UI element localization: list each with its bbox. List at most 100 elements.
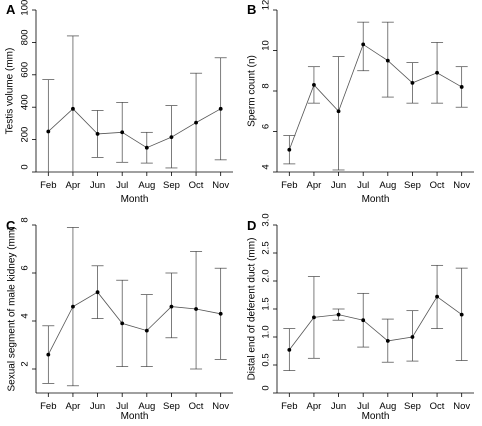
x-tick-label: Jul (357, 401, 369, 412)
data-point (46, 352, 51, 357)
data-point (410, 335, 415, 339)
x-tick-label: Sep (163, 401, 180, 412)
y-tick-label: 0.5 (261, 353, 272, 366)
x-tick-label: Feb (281, 180, 297, 191)
data-point (95, 132, 100, 136)
y-axis-title: Sexual segment of male kidney (mm) (7, 226, 18, 391)
y-tick-label: 12 (261, 0, 272, 10)
data-point (120, 321, 125, 326)
x-tick-label: Aug (138, 401, 155, 412)
x-tick-label: Apr (66, 180, 81, 191)
data-point (410, 81, 415, 85)
x-tick-label: Jun (331, 180, 346, 191)
chart-panel-a: A 0 200 400 600 800 1000 Feb Apr Jun Jul Aug Sep Oct N… (5, 0, 233, 205)
x-tick-label: Nov (212, 401, 229, 412)
y-tick-label: 8 (20, 217, 31, 222)
series-line (288, 296, 462, 351)
x-tick-label: Oct (189, 401, 204, 412)
y-tick-label: 200 (20, 127, 31, 143)
y-tick-label: 1.5 (261, 297, 272, 310)
data-point (95, 290, 100, 295)
y-tick-label: 0 (261, 385, 272, 390)
data-point (194, 120, 198, 125)
x-axis-title: Month (121, 194, 149, 205)
x-tick-label: Apr (307, 401, 322, 412)
y-tick-label: 2.0 (261, 269, 272, 282)
series-line (288, 43, 462, 150)
error-bar (42, 79, 55, 173)
x-tick-label: Jun (90, 401, 105, 412)
x-tick-label: Sep (404, 180, 421, 191)
error-bar (332, 56, 345, 171)
x-tick-label: Nov (453, 401, 470, 412)
y-tick-label: 8 (261, 83, 272, 88)
panel-letter: C (6, 218, 16, 233)
chart-panel-b: B 4 6 8 10 12 Feb Apr Jun Jul Aug Sep Oct Nov Month Spe… (247, 0, 474, 205)
x-axis-title: Month (121, 411, 149, 422)
data-point (144, 328, 149, 333)
x-tick-label: Jul (116, 401, 128, 412)
data-point (312, 315, 316, 320)
x-tick-label: Aug (379, 401, 396, 412)
x-tick-label: Jul (357, 180, 369, 191)
data-point (361, 318, 366, 323)
y-tick-label: 3.0 (261, 213, 272, 226)
data-point (385, 339, 390, 343)
data-point (71, 106, 75, 111)
data-point (361, 42, 366, 47)
data-point (312, 83, 316, 87)
data-point (194, 307, 198, 311)
panel-letter: A (6, 2, 16, 17)
x-tick-label: Jul (116, 180, 128, 191)
x-axis-title: Month (362, 411, 390, 422)
data-point (287, 347, 292, 352)
x-tick-label: Apr (66, 401, 81, 412)
x-tick-label: Sep (404, 401, 421, 412)
y-tick-label: 6 (261, 124, 272, 129)
y-tick-label: 2.5 (261, 241, 272, 254)
x-tick-label: Apr (307, 180, 322, 191)
x-axis-title: Month (362, 194, 390, 205)
data-point (435, 294, 439, 299)
y-tick-label: 6 (20, 265, 31, 270)
y-tick-label: 1.0 (261, 325, 272, 338)
y-tick-label: 4 (20, 313, 31, 318)
data-point (46, 129, 51, 134)
x-tick-label: Jun (331, 401, 346, 412)
data-point (169, 135, 174, 140)
x-tick-label: Oct (430, 180, 445, 191)
x-tick-label: Aug (379, 180, 396, 191)
y-axis-title: Sperm count (n) (247, 55, 258, 127)
y-tick-label: 800 (20, 29, 31, 45)
data-point (459, 312, 464, 317)
x-tick-label: Feb (40, 401, 56, 412)
chart-panel-c: C 2 4 6 8 Feb Apr Jun Jul Aug Sep Oct Nov Month Sexual… (6, 217, 233, 422)
y-tick-label: 10 (261, 40, 272, 51)
y-tick-label: 2 (20, 361, 31, 366)
series-line (48, 108, 221, 149)
y-tick-label: 600 (20, 62, 31, 78)
y-axis-title: Testis volume (mm) (5, 48, 16, 135)
x-tick-label: Oct (189, 180, 204, 191)
data-point (218, 106, 223, 111)
x-tick-label: Nov (212, 180, 229, 191)
data-point (336, 109, 341, 114)
x-tick-label: Sep (163, 180, 180, 191)
x-tick-label: Jun (90, 180, 105, 191)
data-point (459, 85, 464, 89)
data-point (287, 147, 292, 152)
x-tick-label: Nov (453, 180, 470, 191)
chart-panel-d: D 0 0.5 1.0 1.5 2.0 2.5 3.0 Feb Apr Jun Jul Aug Sep Oc… (247, 213, 474, 422)
series-line (47, 291, 221, 355)
y-tick-label: 1000 (20, 0, 31, 16)
data-point (120, 130, 125, 135)
panel-letter: B (247, 2, 256, 17)
x-tick-label: Feb (40, 180, 56, 191)
data-point (144, 145, 149, 150)
data-point (218, 311, 223, 316)
x-tick-label: Aug (138, 180, 155, 191)
panel-letter: D (247, 218, 256, 233)
data-point (336, 312, 341, 317)
data-point (169, 304, 174, 309)
